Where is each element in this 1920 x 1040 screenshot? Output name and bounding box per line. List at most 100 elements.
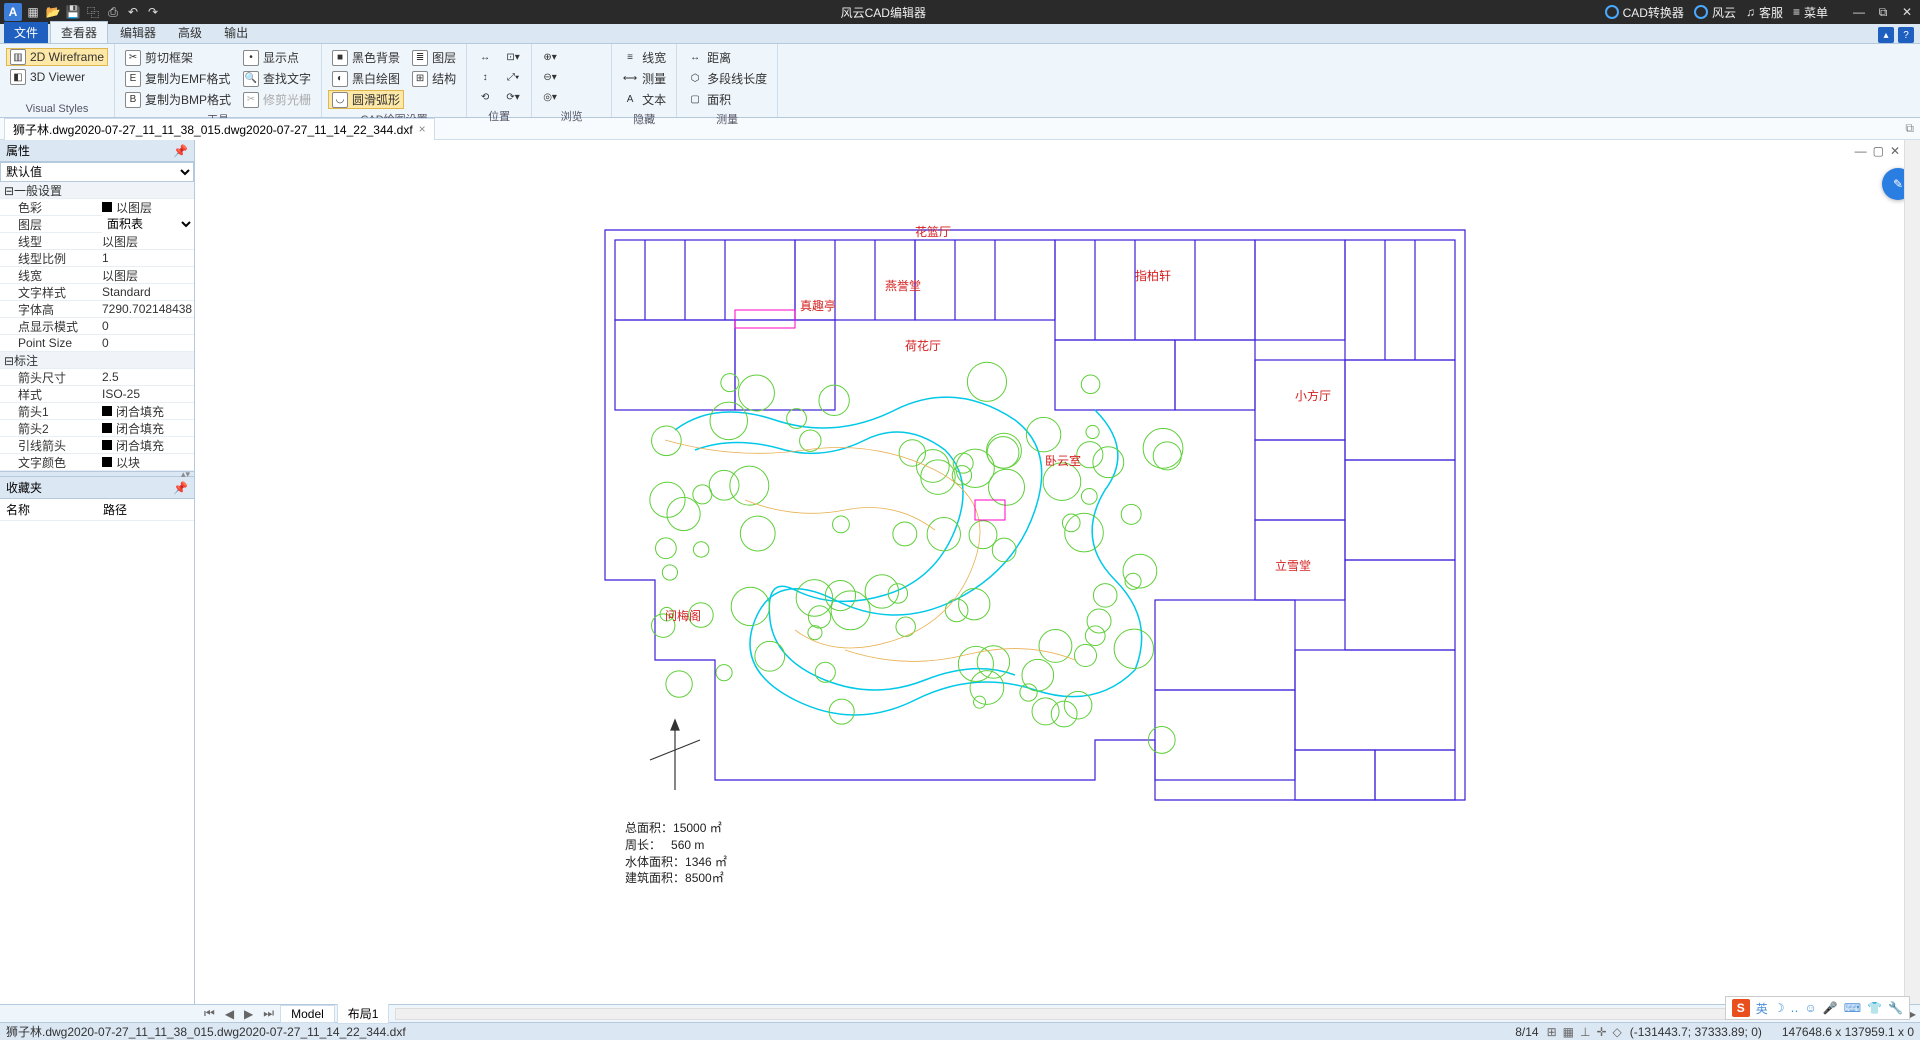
maximize-button[interactable]: ⧉ bbox=[1874, 3, 1892, 21]
pos-btn-6[interactable]: ⟳▾ bbox=[501, 88, 525, 106]
prop-row[interactable]: 文字颜色以块 bbox=[0, 454, 194, 471]
prop-row[interactable]: 文字样式Standard bbox=[0, 284, 194, 301]
prop-group-annotation[interactable]: ⊟标注 bbox=[0, 352, 194, 369]
tab-viewer[interactable]: 查看器 bbox=[50, 21, 108, 43]
area-button[interactable]: ▢面积 bbox=[683, 90, 771, 109]
prop-row[interactable]: 色彩以图层 bbox=[0, 199, 194, 216]
prop-row[interactable]: 线型比例1 bbox=[0, 250, 194, 267]
pos-btn-2[interactable]: ↕ bbox=[473, 68, 497, 86]
layout-first-icon[interactable]: ⏮ bbox=[200, 1006, 219, 1021]
pos-btn-5[interactable]: ⤢▾ bbox=[501, 68, 525, 86]
close-tab-icon[interactable]: × bbox=[419, 122, 426, 136]
prop-row[interactable]: 引线箭头闭合填充 bbox=[0, 437, 194, 454]
struct-button[interactable]: ⊞结构 bbox=[408, 69, 460, 88]
pos-btn-1[interactable]: ↔ bbox=[473, 48, 497, 66]
pin-icon[interactable]: 📌 bbox=[173, 144, 188, 158]
prop-row[interactable]: 图层面积表 bbox=[0, 216, 194, 233]
prop-row[interactable]: 样式ISO-25 bbox=[0, 386, 194, 403]
prop-value[interactable]: 以块 bbox=[100, 454, 194, 471]
smooth-arc-button[interactable]: ◡圆滑弧形 bbox=[328, 90, 404, 109]
prop-row[interactable]: 点显示模式0 bbox=[0, 318, 194, 335]
polylen-button[interactable]: ⬡多段线长度 bbox=[683, 69, 771, 88]
layer-button[interactable]: ≣图层 bbox=[408, 48, 460, 67]
prop-group-general[interactable]: ⊟一般设置 bbox=[0, 182, 194, 199]
prop-value[interactable]: 闭合填充 bbox=[100, 420, 194, 437]
document-tab[interactable]: 狮子林.dwg2020-07-27_11_11_38_015.dwg2020-0… bbox=[4, 118, 435, 140]
ime-toolbar[interactable]: S 英 ☽ ‥ ☺ 🎤 ⌨ 👕 🔧 bbox=[1725, 996, 1910, 1020]
zoom-in-button[interactable]: ⊕▾ bbox=[538, 48, 562, 66]
prop-value[interactable]: 0 bbox=[100, 319, 194, 333]
doctab-restore-icon[interactable]: ⧉ bbox=[1905, 121, 1914, 136]
default-value-select[interactable]: 默认值 bbox=[0, 162, 194, 182]
vertical-scrollbar[interactable] bbox=[1904, 140, 1920, 1004]
horizontal-scrollbar[interactable] bbox=[395, 1008, 1896, 1020]
converter-link[interactable]: CAD转换器 bbox=[1605, 4, 1684, 21]
saveall-icon[interactable]: ⿻ bbox=[84, 3, 102, 21]
prop-value[interactable]: 以图层 bbox=[100, 233, 194, 250]
open-icon[interactable]: 📂 bbox=[44, 3, 62, 21]
prop-value[interactable]: 以图层 bbox=[100, 199, 194, 216]
drawing-canvas[interactable]: 花篮厅燕誉堂指柏轩荷花厅小方厅真趣亭问梅阁立雪堂卧云室 总面积：15000 ㎡ … bbox=[195, 140, 1920, 1004]
ribbon-collapse-icon[interactable]: ▴ bbox=[1878, 27, 1894, 43]
grid-icon[interactable]: ▦ bbox=[1563, 1025, 1574, 1039]
prop-row[interactable]: Point Size0 bbox=[0, 335, 194, 352]
tab-model[interactable]: Model bbox=[280, 1005, 335, 1023]
prop-row[interactable]: 线型以图层 bbox=[0, 233, 194, 250]
tab-editor[interactable]: 编辑器 bbox=[110, 22, 166, 43]
ime-mic-icon[interactable]: 🎤 bbox=[1823, 1001, 1838, 1015]
ime-smile-icon[interactable]: ☺ bbox=[1805, 1001, 1817, 1015]
layout-next-icon[interactable]: ▶ bbox=[240, 1007, 257, 1021]
zoom-out-button[interactable]: ⊖▾ bbox=[538, 68, 562, 86]
prop-row[interactable]: 字体高7290.702148438 bbox=[0, 301, 194, 318]
ime-skin-icon[interactable]: 👕 bbox=[1867, 1001, 1882, 1015]
prop-value[interactable]: Standard bbox=[100, 285, 194, 299]
layout-prev-icon[interactable]: ◀ bbox=[221, 1007, 238, 1021]
prop-value[interactable]: 以图层 bbox=[100, 267, 194, 284]
ime-punct-icon[interactable]: ‥ bbox=[1791, 1001, 1799, 1015]
snap-icon[interactable]: ⊞ bbox=[1547, 1025, 1557, 1039]
prop-row[interactable]: 线宽以图层 bbox=[0, 267, 194, 284]
ime-moon-icon[interactable]: ☽ bbox=[1774, 1001, 1785, 1015]
ime-kbd-icon[interactable]: ⌨ bbox=[1844, 1001, 1861, 1015]
zoom-fit-button[interactable]: ◎▾ bbox=[538, 88, 562, 106]
tab-file[interactable]: 文件 bbox=[4, 22, 48, 43]
pos-btn-3[interactable]: ⟲ bbox=[473, 88, 497, 106]
menu-link[interactable]: ≡菜单 bbox=[1793, 4, 1828, 21]
prop-value[interactable]: 7290.702148438 bbox=[100, 302, 194, 316]
save-icon[interactable]: 💾 bbox=[64, 3, 82, 21]
prop-value[interactable]: 1 bbox=[100, 251, 194, 265]
prop-value[interactable]: 面积表 bbox=[100, 215, 194, 233]
3d-viewer-button[interactable]: ◧3D Viewer bbox=[6, 68, 108, 86]
prop-row[interactable]: 箭头尺寸2.5 bbox=[0, 369, 194, 386]
pos-btn-4[interactable]: ⊡▾ bbox=[501, 48, 525, 66]
close-button[interactable]: ✕ bbox=[1898, 3, 1916, 21]
canvas-area[interactable]: — ▢ ✕ ✎ bbox=[195, 140, 1920, 1004]
tab-advanced[interactable]: 高级 bbox=[168, 22, 212, 43]
measure-hide-button[interactable]: ⟷测量 bbox=[618, 69, 670, 88]
new-icon[interactable]: ▦ bbox=[24, 3, 42, 21]
ime-tool-icon[interactable]: 🔧 bbox=[1888, 1001, 1903, 1015]
fav-col-path[interactable]: 路径 bbox=[97, 499, 194, 520]
distance-button[interactable]: ↔距离 bbox=[683, 48, 771, 67]
fav-col-name[interactable]: 名称 bbox=[0, 499, 97, 520]
help-icon[interactable]: ? bbox=[1898, 27, 1914, 43]
2d-wireframe-button[interactable]: ▥2D Wireframe bbox=[6, 48, 108, 66]
layout-last-icon[interactable]: ⏭ bbox=[259, 1006, 278, 1021]
show-point-button[interactable]: •显示点 bbox=[239, 48, 315, 67]
prop-value[interactable]: 0 bbox=[100, 336, 194, 350]
ime-lang[interactable]: 英 bbox=[1756, 1000, 1768, 1017]
service-link[interactable]: ♫客服 bbox=[1746, 4, 1783, 21]
redo-icon[interactable]: ↷ bbox=[144, 3, 162, 21]
prop-dropdown[interactable]: 面积表 bbox=[102, 215, 194, 233]
collapse-icon[interactable]: ⊟ bbox=[4, 184, 14, 198]
prop-row[interactable]: 箭头1闭合填充 bbox=[0, 403, 194, 420]
brand-link[interactable]: 风云 bbox=[1694, 4, 1736, 21]
text-hide-button[interactable]: A文本 bbox=[618, 90, 670, 109]
prop-row[interactable]: 箭头2闭合填充 bbox=[0, 420, 194, 437]
clip-frame-button[interactable]: ✂剪切框架 bbox=[121, 48, 235, 67]
find-text-button[interactable]: 🔍查找文字 bbox=[239, 69, 315, 88]
prop-value[interactable]: ISO-25 bbox=[100, 387, 194, 401]
copy-bmp-button[interactable]: B复制为BMP格式 bbox=[121, 90, 235, 109]
copy-emf-button[interactable]: E复制为EMF格式 bbox=[121, 69, 235, 88]
isometric-icon[interactable]: ◇ bbox=[1613, 1025, 1622, 1039]
